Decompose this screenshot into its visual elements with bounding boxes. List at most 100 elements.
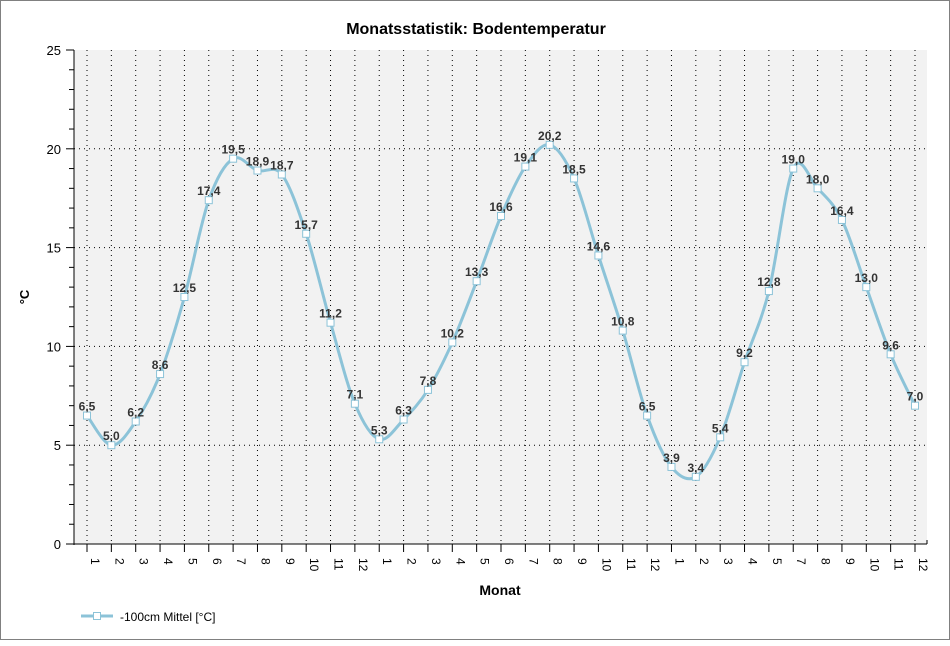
data-label: 13,0 [855,271,879,285]
y-tick-label: 5 [54,438,61,453]
x-tick-label: 9 [575,558,589,565]
data-label: 7,1 [347,388,364,402]
data-point [399,415,408,424]
data-label: 10,2 [441,326,465,340]
y-tick-label: 15 [47,241,61,256]
y-tick-label: 0 [54,537,61,552]
x-tick-label: 1 [672,558,686,565]
x-tick-label: 5 [770,558,784,565]
data-point [594,251,603,260]
legend: -100cm Mittel [°C] [81,610,215,624]
data-point [448,338,457,347]
data-label: 14,6 [587,240,611,254]
data-label: 18,0 [806,172,830,186]
data-point [83,411,91,420]
x-tick-label: 11 [624,558,638,571]
y-tick-label: 10 [47,339,61,354]
data-label: 16,4 [830,204,854,218]
data-point [837,215,846,224]
x-tick-label: 7 [526,558,540,565]
data-point [716,433,725,442]
data-point [643,411,652,420]
data-label: 5,0 [103,429,120,443]
data-point [204,196,213,205]
legend-label: -100cm Mittel [°C] [120,610,215,624]
data-label: 16,6 [489,200,513,214]
x-tick-label: 9 [283,558,297,565]
x-tick-label: 10 [307,558,321,572]
plot-area [74,50,927,544]
data-label: 19,5 [221,143,245,157]
data-point [302,229,311,238]
data-label: 11,2 [319,307,342,321]
data-point [545,140,554,149]
data-point [570,174,579,183]
data-point [229,154,238,163]
data-label: 15,7 [294,218,318,232]
data-point [156,370,165,379]
data-label: 9,6 [882,338,899,352]
x-tick-label: 10 [599,558,613,572]
data-point [423,385,432,394]
data-label: 5,4 [712,421,729,435]
data-label: 12,5 [173,281,197,295]
data-point [497,211,505,220]
x-tick-label: 12 [356,558,370,572]
data-point [350,399,359,408]
data-point [180,293,189,301]
series: 6,5 5,0 6,2 8,6 12,5 17,4 19,518,9 18,7 15,7 11,2… [79,129,924,481]
data-label: 5,3 [371,423,388,437]
data-label: 18,9 [246,155,270,169]
data-label: 17,4 [197,184,221,198]
y-tick-label: 20 [47,142,61,157]
x-tick-label: 8 [258,558,272,565]
x-tick-label: 6 [502,558,516,565]
x-tick-label: 12 [648,558,662,572]
data-label: 18,5 [562,162,586,176]
x-tick-label: 3 [721,558,735,565]
data-point [472,277,481,286]
data-point [789,164,798,173]
x-tick-label: 2 [112,558,126,565]
data-label: 12,8 [757,275,781,289]
data-label: 7,8 [420,374,437,388]
x-tick-label: 4 [453,558,467,565]
data-point [813,184,822,193]
data-point [740,358,749,367]
x-axis-label: Monat [479,582,521,598]
data-point [886,350,895,359]
x-tick-label: 7 [794,558,808,565]
data-label: 18,7 [270,158,294,172]
x-tick-label: 5 [478,558,492,565]
x-tick-label: 9 [843,558,857,565]
data-point [618,326,627,335]
data-point [691,472,700,481]
x-tick-label: 1 [380,558,394,565]
x-tick-label: 1 [88,558,102,565]
x-tick-label: 8 [551,558,565,565]
data-point [862,283,871,292]
x-tick-label: 12 [916,558,930,572]
x-tick-label: 2 [405,558,419,565]
x-tick-label: 10 [867,558,881,572]
legend-marker [93,612,101,620]
data-label: 19,0 [782,153,806,167]
x-tick-label: 6 [210,558,224,565]
x-tick-label: 4 [746,558,760,565]
data-label: 20,2 [538,129,562,143]
data-point [107,441,116,450]
grid [74,50,927,544]
x-tick-label: 3 [137,558,151,565]
data-point [253,166,262,175]
y-axis-label: °C [17,289,32,304]
chart-title: Monatsstatistik: Bodentemperatur [346,21,606,38]
y-tick-label: 25 [47,43,61,58]
data-point [667,462,676,471]
x-tick-label: 3 [429,558,443,565]
data-label: 19,1 [514,151,538,165]
data-label: 8,6 [152,358,169,372]
data-label: 6,5 [639,400,656,414]
